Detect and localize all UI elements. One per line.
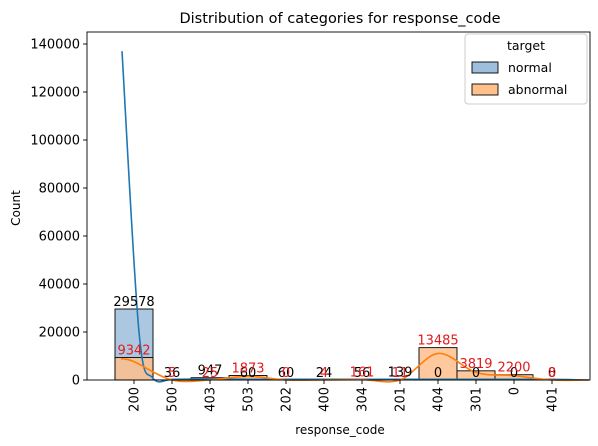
data-label-normal-503: 60 <box>240 366 257 381</box>
x-axis-ticks: 200 500 403 503 202 400 304 201 404 301 0 401 <box>128 380 561 412</box>
legend-label-abnormal: abnormal <box>508 82 567 97</box>
x-tick-label-401: 401 <box>546 387 561 412</box>
data-label-abnormal-202: 0 <box>282 366 290 381</box>
x-tick-label-400: 400 <box>318 387 333 412</box>
y-tick-label: 140000 <box>30 38 80 53</box>
data-label-normal-202: 60 <box>278 366 295 381</box>
y-tick-label: 80000 <box>39 182 80 197</box>
x-tick-label-201: 201 <box>394 387 409 412</box>
x-tick-label-503: 503 <box>242 387 257 412</box>
data-label-normal-403: 947 <box>198 364 223 379</box>
data-label-abnormal-400: 4 <box>320 366 328 381</box>
data-label-normal-401: 0 <box>548 366 556 381</box>
data-label-abnormal-301: 3819 <box>459 357 492 372</box>
y-tick-label: 60000 <box>39 230 80 245</box>
x-tick-label-200: 200 <box>128 387 143 412</box>
y-tick-label: 20000 <box>39 326 80 341</box>
y-axis-label: Count <box>9 190 23 226</box>
y-axis-ticks: 0 20000 40000 60000 80000 100000 120000 140000 <box>30 38 87 389</box>
data-label-normal-404: 0 <box>434 366 442 381</box>
x-tick-label-403: 403 <box>204 387 219 412</box>
x-tick-label-301: 301 <box>470 387 485 412</box>
data-label-normal-304: 56 <box>354 366 371 381</box>
data-label-normal-500: 36 <box>164 366 181 381</box>
data-label-abnormal-503: 1873 <box>231 362 264 377</box>
data-label-normal-301: 0 <box>472 366 480 381</box>
data-label-abnormal-404: 13485 <box>417 334 458 349</box>
legend: target normal abnormal <box>464 33 588 105</box>
data-label-normal-200: 29578 <box>113 295 154 310</box>
x-tick-label-0: 0 <box>508 387 523 395</box>
x-tick-label-202: 202 <box>280 387 295 412</box>
data-label-abnormal-0: 2200 <box>497 361 530 376</box>
data-label-abnormal-500: 5 <box>168 366 176 381</box>
kde-curve-normal <box>121 51 590 383</box>
legend-title: target <box>507 38 545 53</box>
x-tick-label-304: 304 <box>356 387 371 412</box>
data-label-normal-201: 139 <box>388 366 413 381</box>
x-tick-label-404: 404 <box>432 387 447 412</box>
legend-swatch-abnormal <box>471 83 499 96</box>
legend-swatch-normal <box>471 61 499 74</box>
y-tick-label: 100000 <box>30 134 80 149</box>
x-tick-label-500: 500 <box>166 387 181 412</box>
data-label-abnormal-304: 161 <box>350 366 375 381</box>
y-tick-label: 0 <box>72 374 80 389</box>
chart-title: Distribution of categories for response_… <box>179 11 500 27</box>
y-tick-label: 40000 <box>39 278 80 293</box>
data-label-abnormal-403: 25 <box>202 366 219 381</box>
plot-frame <box>86 31 591 381</box>
y-tick-label: 120000 <box>30 86 80 101</box>
data-label-abnormal-401: 8 <box>548 366 556 381</box>
data-label-abnormal-201: 11 <box>392 366 409 381</box>
data-label-normal-400: 24 <box>316 366 333 381</box>
data-label-abnormal-200: 9342 <box>117 344 150 359</box>
data-label-normal-0: 0 <box>510 366 518 381</box>
x-axis-label: response_code <box>295 423 384 437</box>
legend-label-normal: normal <box>508 60 552 75</box>
